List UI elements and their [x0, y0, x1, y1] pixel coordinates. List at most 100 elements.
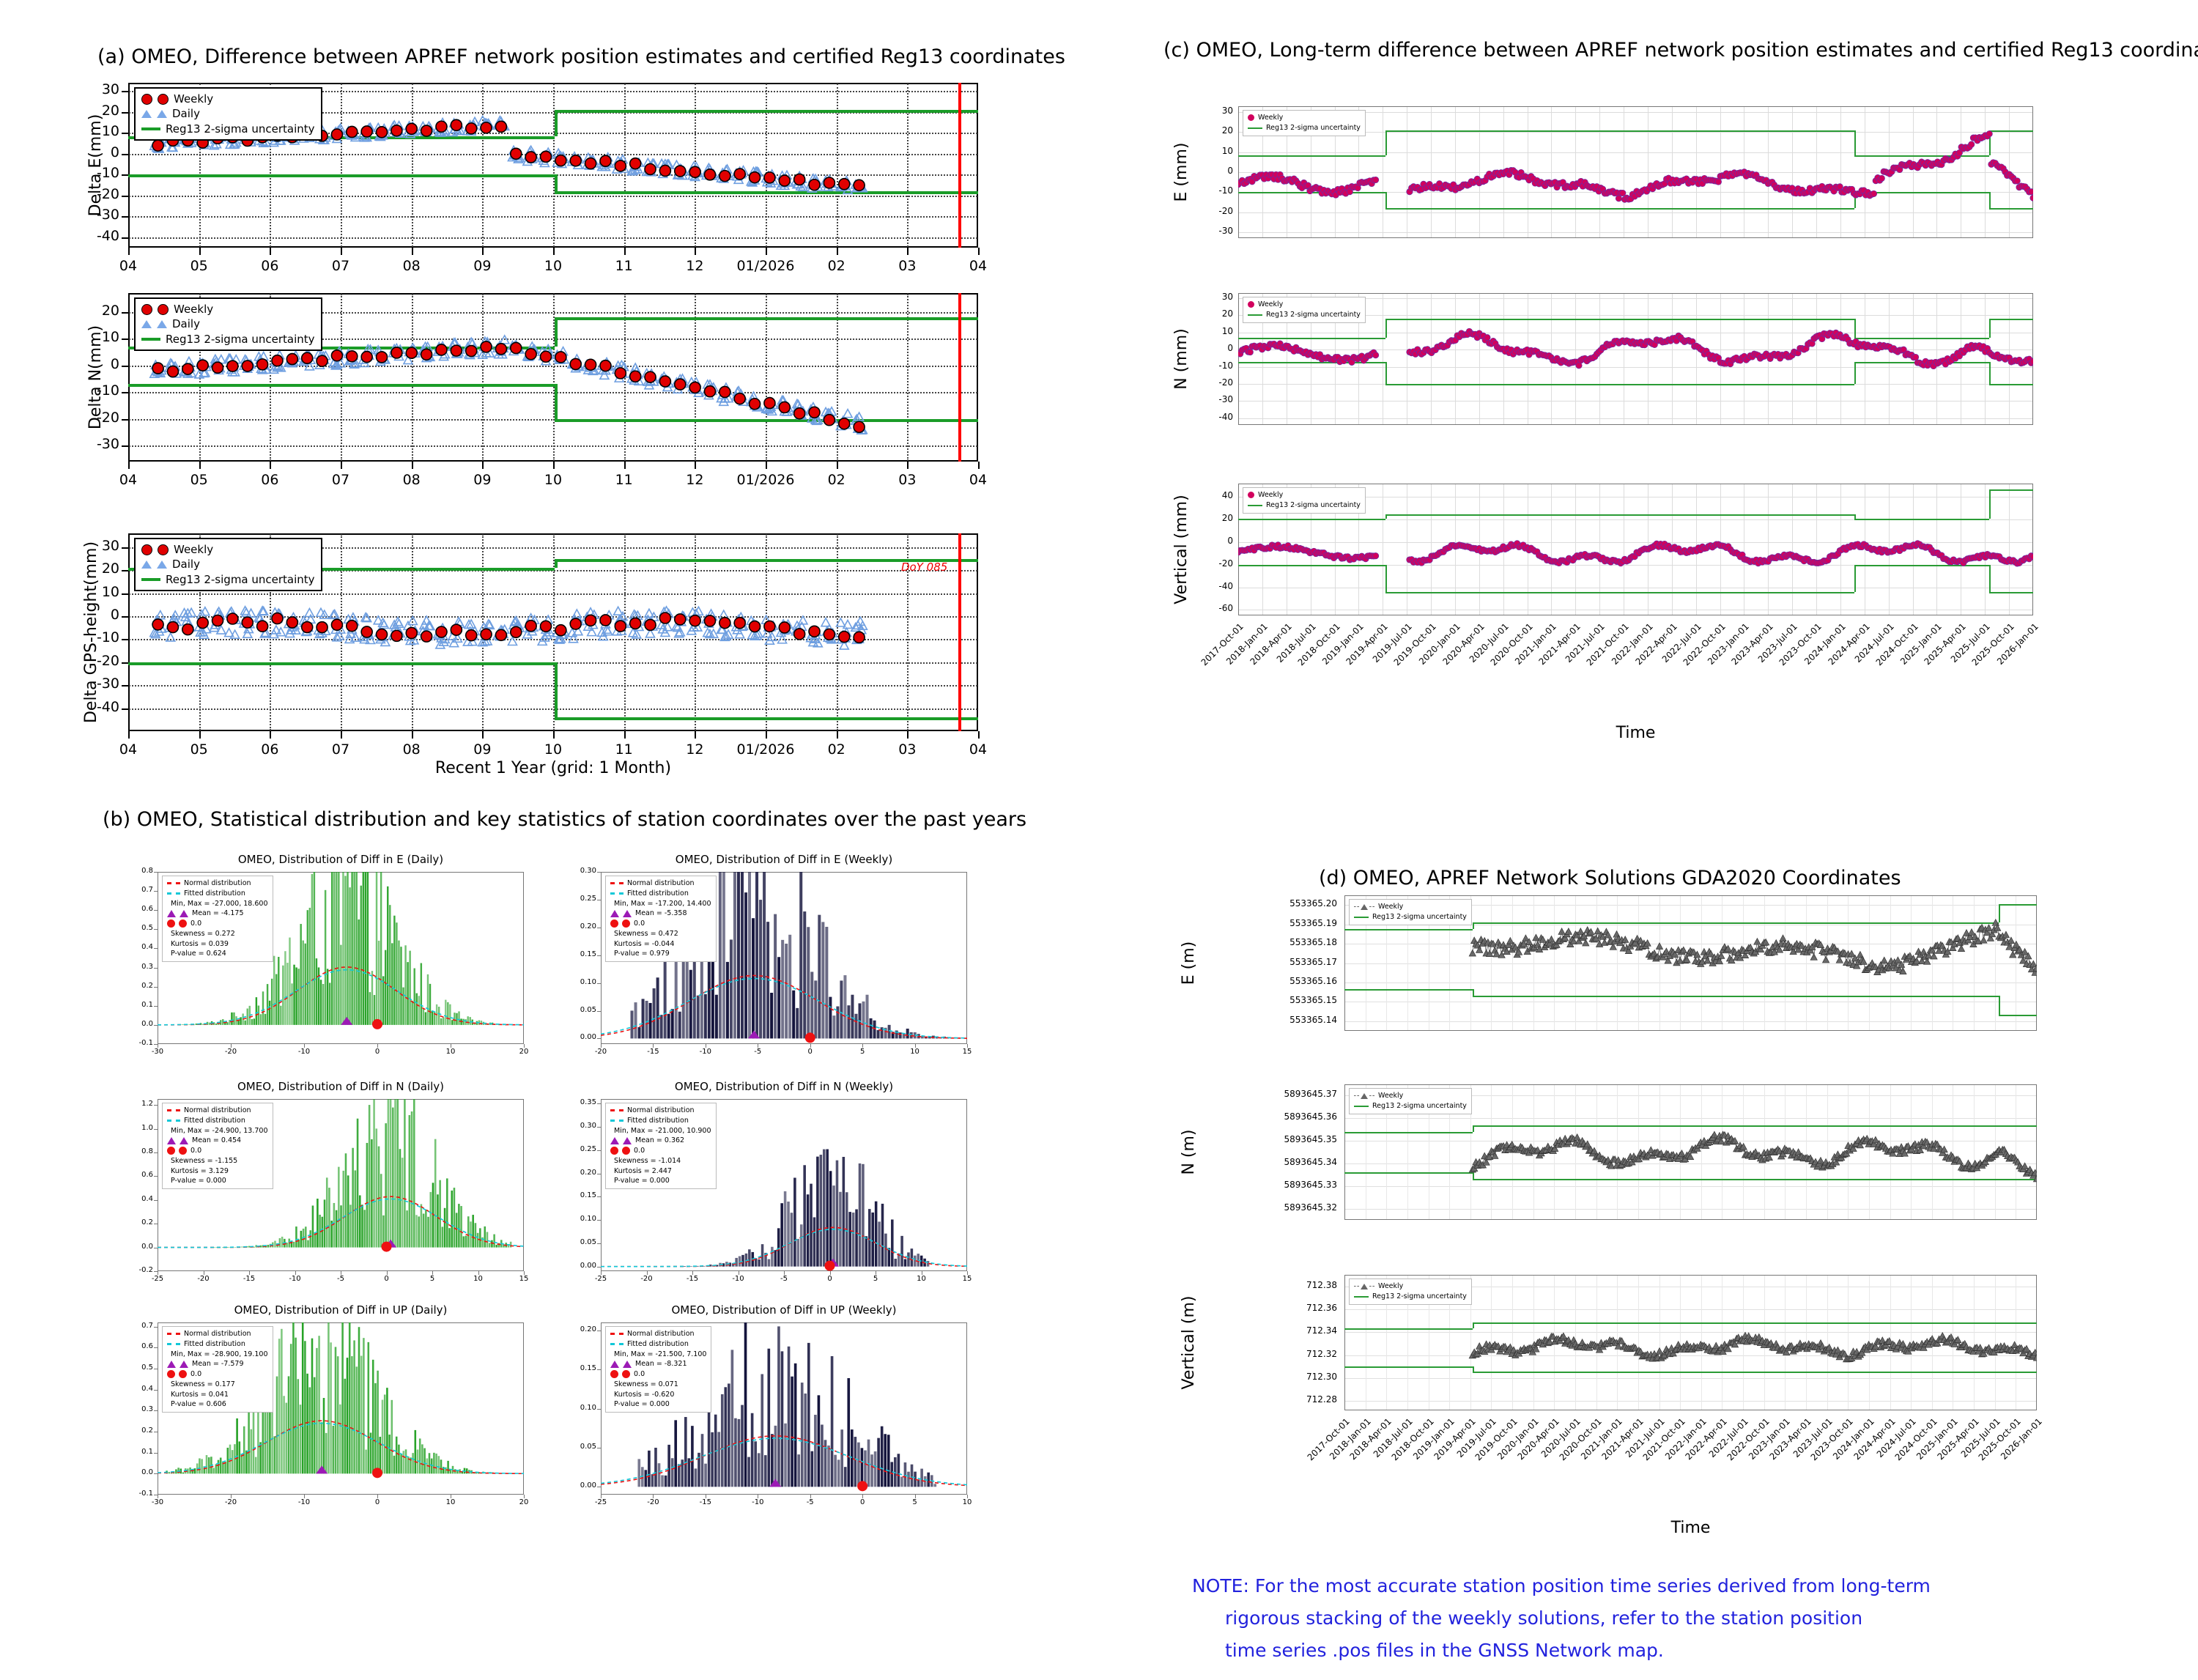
tick-mark — [914, 1044, 916, 1048]
sigma-line — [1472, 1372, 1881, 1374]
gridline-v — [1449, 896, 1451, 1030]
panel-b-xtick: -5 — [780, 1275, 788, 1283]
tick-mark — [829, 1271, 831, 1275]
panel-b-ytick: 0.1 — [141, 1000, 153, 1009]
gridline-v — [270, 84, 272, 247]
gridline-h — [1239, 152, 2032, 153]
panel-b-chart-title: OMEO, Distribution of Diff in UP (Daily) — [234, 1303, 448, 1317]
stat-mean-label: Mean = -8.321 — [635, 1360, 687, 1369]
gridline-v — [766, 534, 767, 730]
panel-c-legend-2: Weekly Reg13 2-sigma uncertainty — [1243, 487, 1366, 514]
legend-fitted: Fitted distribution — [610, 1339, 706, 1350]
tick-mark — [553, 248, 555, 255]
panel-c-ylabel-2: Vertical (mm) — [1172, 495, 1191, 604]
tick-mark — [597, 1127, 601, 1128]
gridline-h — [1345, 905, 2036, 906]
tick-mark — [907, 731, 909, 739]
tick-mark — [122, 111, 128, 114]
tick-mark — [154, 1105, 158, 1106]
legend-label-daily: Daily — [172, 558, 200, 571]
sigma-line — [1472, 1172, 1474, 1179]
gridline-v — [1470, 896, 1471, 1030]
tick-mark — [154, 891, 158, 892]
tick-mark — [907, 462, 909, 469]
panel-a-ytick: 0 — [110, 607, 119, 623]
stat-minmax-label: Min, Max = -27.000, 18.600 — [171, 899, 268, 908]
gridline-v — [1575, 107, 1577, 237]
tick-mark — [122, 570, 128, 572]
gridline-h — [1239, 401, 2032, 402]
gridline-v — [1994, 896, 1996, 1030]
gridline-v — [341, 294, 342, 461]
panel-a-legend-2: Weekly Daily Reg13 2-sigma uncertainty — [134, 538, 322, 591]
sigma-line — [554, 418, 978, 422]
panel-d-ytick: 5893645.33 — [1284, 1179, 1337, 1190]
panel-a-xtick: 01/2026 — [736, 741, 795, 758]
tick-mark — [695, 248, 697, 255]
sigma-line — [1854, 337, 1990, 339]
panel-a-ytick: -30 — [96, 207, 119, 223]
gridline-h — [1345, 1118, 2036, 1120]
panel-b-ytick: 0.8 — [141, 867, 153, 875]
gridline-h — [1345, 1095, 2036, 1097]
panel-b-ytick: 0.2 — [141, 981, 153, 990]
panel-d-ylabel-2: Vertical (m) — [1180, 1295, 1198, 1390]
tick-mark — [128, 462, 130, 469]
stat-mean-label: Mean = -4.175 — [192, 909, 244, 918]
panel-a-xtick: 05 — [190, 472, 208, 488]
panel-b-ytick: 0.0 — [141, 1468, 153, 1477]
panel-b-xtick: -20 — [197, 1275, 210, 1283]
sigma-line — [1472, 1366, 1474, 1372]
sigma-line — [1344, 929, 1473, 931]
tick-mark — [341, 731, 342, 739]
panel-b-xtick: -25 — [594, 1498, 607, 1506]
gridline-v — [1868, 896, 1870, 1030]
sigma-line — [1881, 1322, 1999, 1325]
sigma-line — [1238, 155, 1385, 157]
panel-c-ytick: 0 — [1227, 536, 1233, 546]
gridline-v — [1985, 107, 1986, 237]
sigma-line — [1344, 1328, 1473, 1330]
panel-a-xtick: 11 — [615, 258, 633, 274]
gridline-v — [1816, 484, 1818, 615]
gridline-v — [1431, 107, 1432, 237]
tick-mark — [122, 616, 128, 618]
sigma-line — [1472, 922, 1474, 930]
note-line-3: time series .pos files in the GNSS Netwo… — [1225, 1639, 1664, 1661]
panel-a-legend-1: Weekly Daily Reg13 2-sigma uncertainty — [134, 297, 322, 351]
tick-mark — [122, 311, 128, 314]
panel-b-ytick: 0.15 — [580, 1364, 596, 1373]
panel-d-ylabel-0: E (m) — [1180, 941, 1198, 985]
panel-b-ytick: 0.15 — [580, 950, 596, 958]
panel-b-xtick: 5 — [859, 1048, 865, 1056]
panel-c-ytick: -20 — [1218, 205, 1233, 216]
legend-label-sigma: Reg13 2-sigma uncertainty — [166, 122, 315, 136]
sigma-line — [1385, 383, 1854, 385]
panel-b-ytick: 0.00 — [580, 1261, 596, 1270]
stat-minmax: Min, Max = -21.000, 10.900 — [610, 1126, 711, 1136]
panel-b-xtick: -10 — [289, 1275, 301, 1283]
sigma-line — [1854, 192, 1856, 209]
weekly-marker-icon — [1354, 1283, 1374, 1289]
panel-a-ytick: -40 — [96, 227, 119, 244]
legend-normal-label: Normal distribution — [184, 1330, 251, 1338]
sigma-line — [554, 191, 978, 195]
gridline-v — [270, 534, 272, 730]
gridline-v — [1806, 1276, 1807, 1410]
sigma-line — [1881, 1125, 1999, 1128]
gridline-v — [1888, 294, 1890, 424]
gridline-v — [1827, 1276, 1828, 1410]
panel-b-stats-3: Normal distribution Fitted distribution Mi… — [605, 1103, 717, 1190]
gridline-v — [553, 534, 555, 730]
panel-d-ytick: 553365.16 — [1289, 975, 1337, 986]
panel-d-data-0 — [1468, 918, 2037, 976]
gridline-v — [766, 84, 767, 247]
stat-mean-label: Mean = -5.358 — [635, 909, 687, 918]
stat-mean: Mean = -7.579 — [167, 1359, 268, 1369]
tick-mark — [914, 1495, 916, 1498]
gridline-v — [1596, 896, 1597, 1030]
panel-a-ytick: 20 — [101, 102, 119, 119]
sigma-line — [1344, 1366, 1473, 1368]
gridline-v — [1659, 1276, 1660, 1410]
tick-mark — [597, 1103, 601, 1105]
